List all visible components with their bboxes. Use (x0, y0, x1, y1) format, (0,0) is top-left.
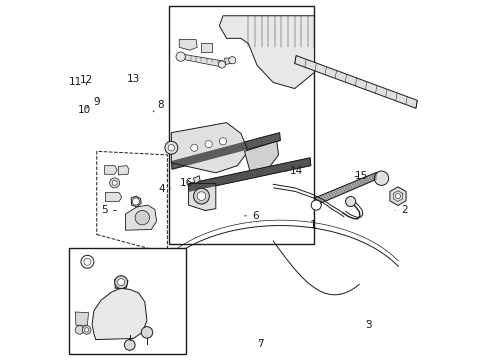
Polygon shape (105, 193, 122, 202)
Text: 12: 12 (79, 75, 92, 85)
Circle shape (132, 198, 139, 205)
Text: 11: 11 (68, 77, 81, 87)
Text: 15: 15 (354, 171, 367, 181)
Text: 3: 3 (364, 320, 371, 330)
Polygon shape (244, 141, 278, 171)
Text: 4: 4 (159, 184, 171, 194)
Polygon shape (188, 184, 215, 211)
Polygon shape (389, 187, 405, 206)
Circle shape (193, 188, 209, 204)
Circle shape (117, 279, 124, 286)
Circle shape (83, 258, 91, 265)
Polygon shape (314, 172, 376, 205)
Text: 9: 9 (93, 97, 100, 107)
Circle shape (310, 200, 321, 210)
Polygon shape (171, 123, 247, 173)
Circle shape (109, 178, 120, 188)
Circle shape (168, 144, 174, 151)
Polygon shape (219, 16, 314, 89)
Circle shape (218, 61, 225, 68)
Text: 14: 14 (285, 166, 303, 176)
Circle shape (115, 276, 127, 289)
Circle shape (75, 325, 83, 334)
Circle shape (164, 141, 178, 154)
Text: 1: 1 (309, 213, 315, 230)
Polygon shape (294, 55, 416, 108)
Circle shape (219, 138, 226, 145)
Circle shape (135, 211, 149, 225)
Circle shape (141, 327, 152, 338)
Circle shape (228, 57, 235, 64)
Polygon shape (131, 196, 141, 207)
Circle shape (124, 339, 135, 350)
Text: 8: 8 (153, 100, 163, 112)
Polygon shape (201, 43, 211, 51)
Polygon shape (118, 166, 129, 175)
Polygon shape (125, 205, 156, 230)
Polygon shape (176, 54, 223, 67)
Polygon shape (188, 158, 310, 192)
Polygon shape (224, 58, 234, 64)
Circle shape (112, 180, 117, 185)
Polygon shape (75, 312, 88, 325)
Polygon shape (115, 280, 128, 288)
Polygon shape (171, 133, 280, 169)
Text: 2: 2 (394, 206, 407, 216)
Text: 13: 13 (126, 74, 140, 84)
Text: 7: 7 (257, 339, 264, 349)
Circle shape (81, 255, 94, 268)
Text: 6: 6 (244, 211, 258, 221)
Polygon shape (97, 151, 167, 253)
Circle shape (395, 194, 400, 199)
Circle shape (197, 192, 205, 201)
Text: 10: 10 (78, 105, 91, 116)
Circle shape (190, 144, 198, 151)
Polygon shape (69, 248, 186, 354)
Circle shape (176, 52, 185, 61)
Circle shape (345, 197, 355, 207)
Circle shape (373, 171, 388, 185)
Polygon shape (104, 166, 117, 174)
Text: 16: 16 (180, 178, 193, 188)
Polygon shape (179, 40, 197, 50)
Text: 5: 5 (101, 206, 116, 216)
Circle shape (84, 328, 89, 332)
Circle shape (204, 140, 212, 148)
Circle shape (82, 325, 91, 334)
Polygon shape (169, 6, 314, 244)
Polygon shape (92, 288, 147, 339)
Polygon shape (193, 176, 200, 184)
